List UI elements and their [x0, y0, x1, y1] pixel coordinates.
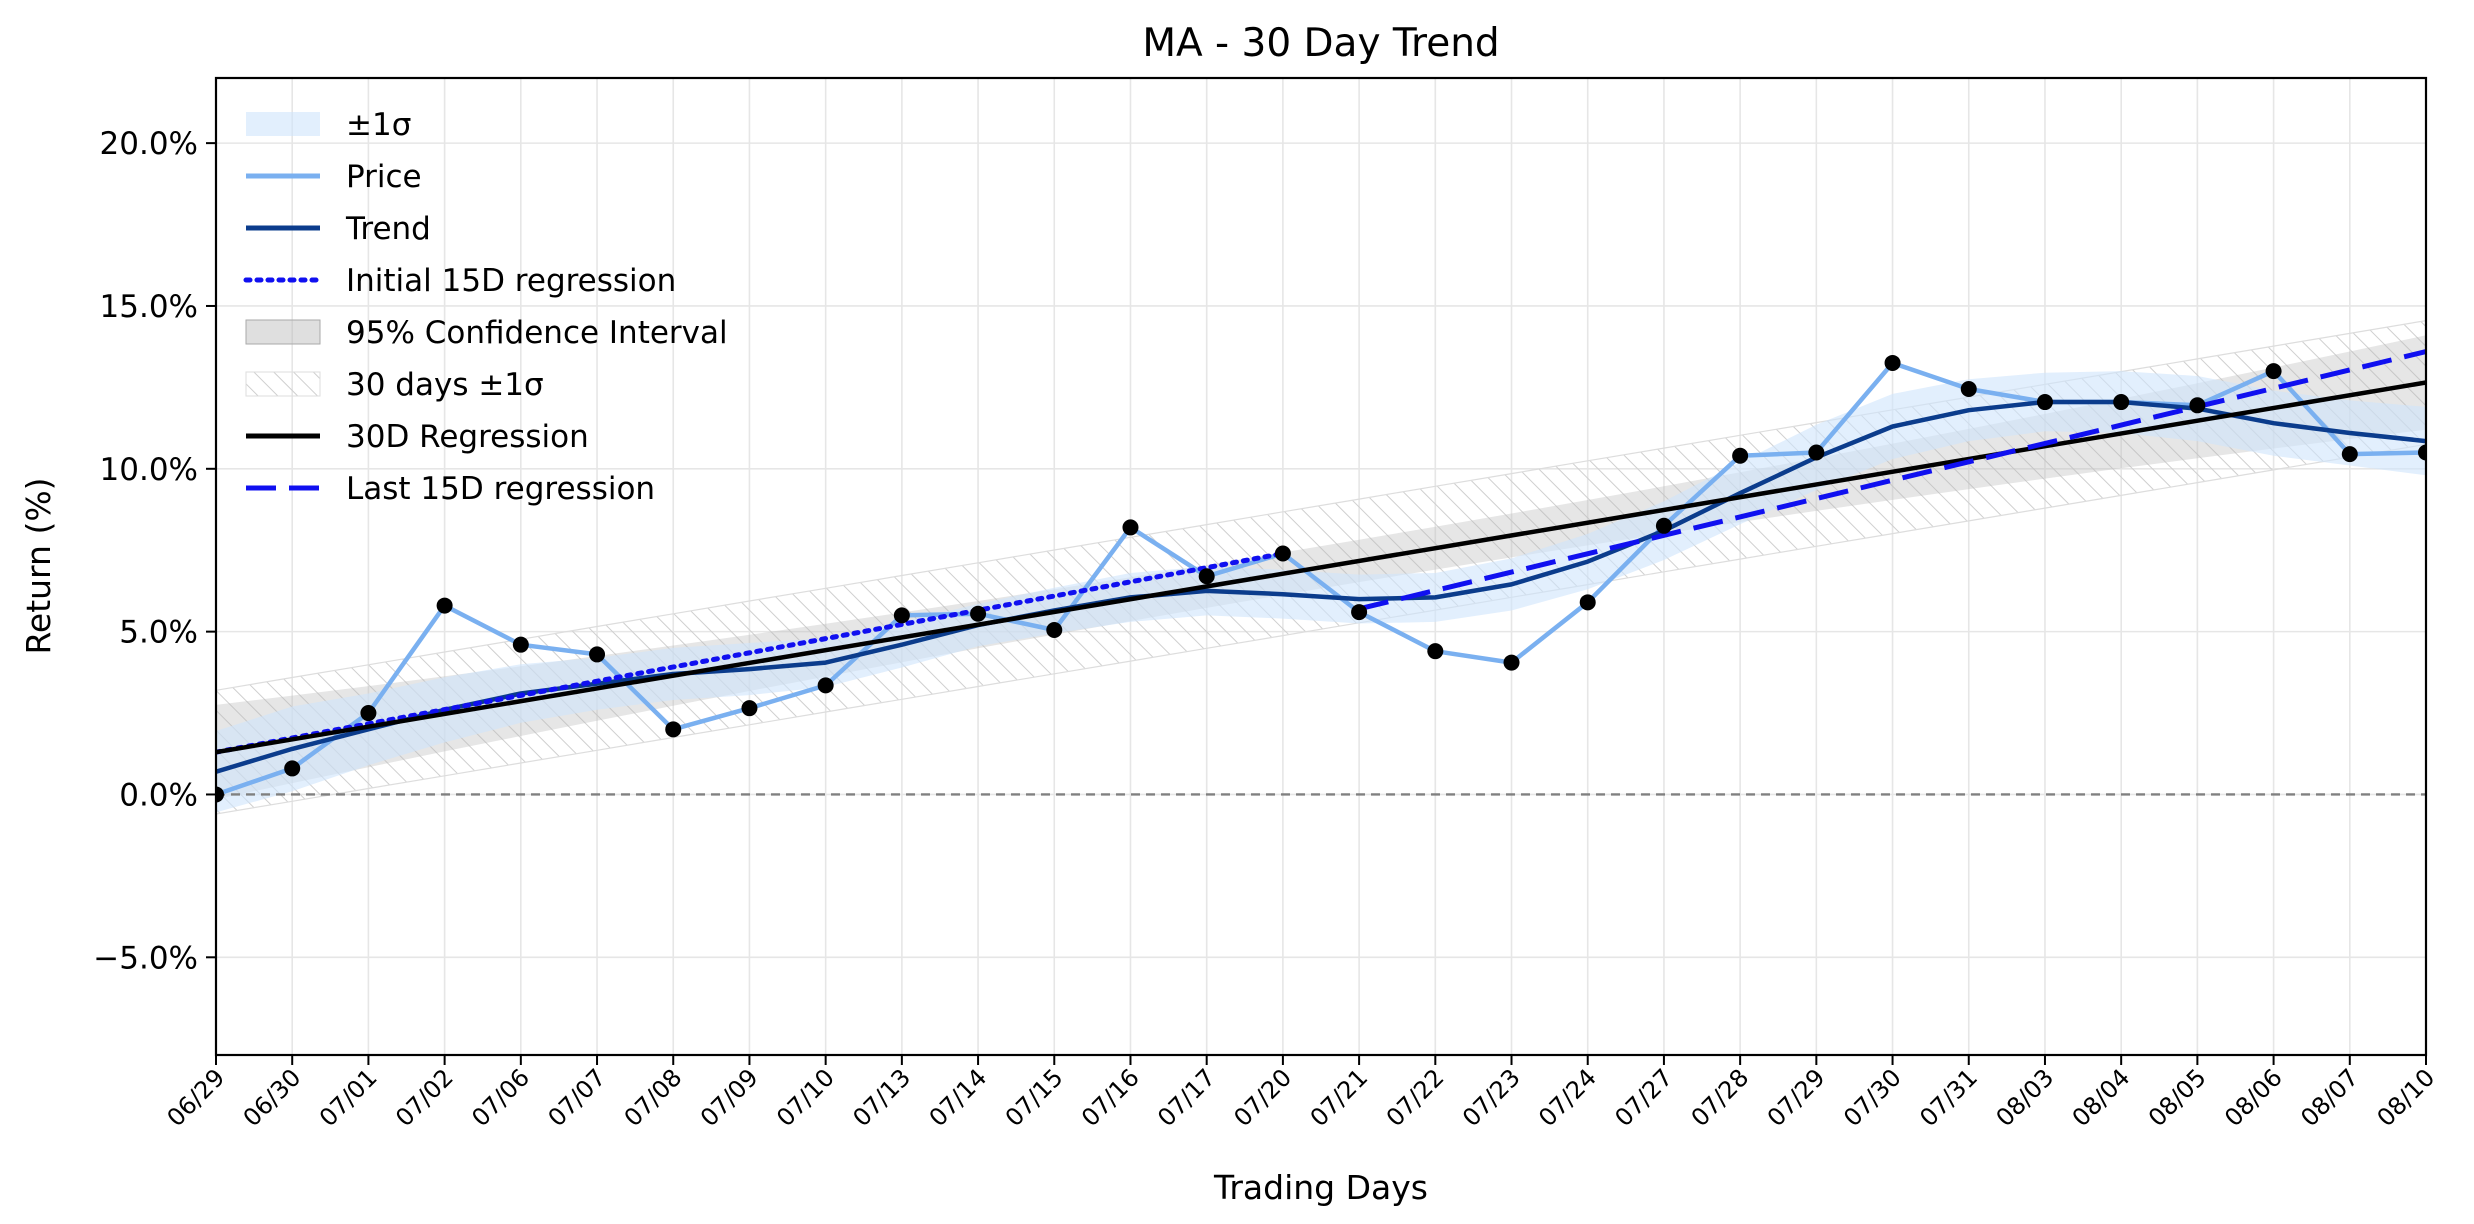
- x-tick-label: 08/04: [2067, 1063, 2136, 1132]
- x-tick-label: 07/21: [1305, 1063, 1374, 1132]
- price-point: [1808, 444, 1825, 461]
- price-point: [2265, 363, 2282, 380]
- price-point: [1351, 604, 1368, 621]
- price-point: [970, 605, 987, 622]
- legend-label: Initial 15D regression: [346, 263, 676, 299]
- price-point: [1884, 354, 1901, 371]
- price-point: [1122, 519, 1139, 536]
- x-tick-label: 07/01: [314, 1063, 383, 1132]
- price-point: [216, 786, 224, 803]
- chart-title: MA - 30 Day Trend: [1142, 21, 1499, 66]
- legend-swatch-band30: [245, 371, 321, 397]
- x-tick-label: 07/28: [1686, 1063, 1755, 1132]
- x-tick-label: 08/03: [1991, 1063, 2060, 1132]
- legend-label: Price: [346, 159, 422, 195]
- x-tick-label: 07/15: [1000, 1063, 1069, 1132]
- sigma-band: [216, 371, 2426, 813]
- price-point: [1960, 381, 1977, 398]
- x-tick-label: 08/07: [2295, 1063, 2364, 1132]
- x-tick-label: 07/14: [924, 1063, 993, 1132]
- legend-swatch-ci: [245, 319, 321, 345]
- legend-label: Last 15D regression: [346, 471, 655, 507]
- plot-frame: [214, 76, 2428, 1057]
- price-point: [1732, 447, 1749, 464]
- x-tick-label: 07/02: [390, 1063, 459, 1132]
- price-point: [360, 705, 377, 722]
- y-axis-label: Return (%): [19, 477, 58, 654]
- price-point: [2189, 397, 2206, 414]
- legend-label: 95% Confidence Interval: [346, 315, 728, 351]
- x-tick-label: 07/23: [1457, 1063, 1526, 1132]
- price-point: [741, 700, 758, 717]
- x-tick-label: 07/31: [1914, 1063, 1983, 1132]
- x-tick-label: 07/16: [1076, 1063, 1145, 1132]
- x-tick-label: 07/07: [543, 1063, 612, 1132]
- x-tick-label: 07/06: [466, 1063, 535, 1132]
- x-tick-label: 07/13: [847, 1063, 916, 1132]
- x-tick-label: 08/10: [2372, 1063, 2441, 1132]
- y-tick-label: 10.0%: [100, 452, 198, 488]
- x-tick-label: 06/30: [238, 1063, 307, 1132]
- price-point: [512, 636, 529, 653]
- y-tick-label: −5.0%: [93, 940, 198, 976]
- price-point: [1198, 568, 1215, 585]
- x-tick-label: 08/05: [2143, 1063, 2212, 1132]
- legend-label: 30D Regression: [346, 419, 589, 455]
- x-tick-label: 07/10: [771, 1063, 840, 1132]
- x-tick-label: 07/30: [1838, 1063, 1907, 1132]
- x-tick-label: 07/27: [1609, 1063, 1678, 1132]
- x-tick-label: 08/06: [2219, 1063, 2288, 1132]
- x-tick-label: 07/29: [1762, 1063, 1831, 1132]
- price-point: [817, 677, 834, 694]
- 30d-regression-line: [216, 380, 2426, 755]
- legend-label: Trend: [345, 211, 431, 247]
- y-tick-label: 5.0%: [119, 615, 198, 651]
- plot-area: [216, 319, 2426, 815]
- price-point: [284, 760, 301, 777]
- x-tick-label: 07/24: [1533, 1063, 1602, 1132]
- price-point: [1274, 545, 1291, 562]
- y-tick-label: 20.0%: [100, 126, 198, 162]
- price-point: [2036, 394, 2053, 411]
- x-axis-label: Trading Days: [1213, 1168, 1428, 1207]
- price-point: [893, 607, 910, 624]
- x-tick-label: 07/22: [1381, 1063, 1450, 1132]
- legend-label: ±1σ: [346, 107, 411, 143]
- last-15d-regression-line: [1358, 349, 2426, 612]
- price-point: [1579, 594, 1596, 611]
- x-tick-label: 07/08: [619, 1063, 688, 1132]
- price-point: [1427, 643, 1444, 660]
- x-tick-label: 07/09: [695, 1063, 764, 1132]
- initial-15d-regression-line: [216, 550, 1286, 755]
- x-tick-label: 07/20: [1228, 1063, 1297, 1132]
- x-tick-label: 07/17: [1152, 1063, 1221, 1132]
- y-tick-label: 15.0%: [100, 289, 198, 325]
- price-point: [665, 721, 682, 738]
- y-tick-label: 0.0%: [119, 777, 198, 813]
- legend-label: 30 days ±1σ: [346, 367, 544, 403]
- price-point: [1046, 622, 1063, 639]
- price-point: [589, 646, 606, 663]
- price-point: [1655, 517, 1672, 534]
- price-point: [1503, 654, 1520, 671]
- price-point: [2341, 446, 2358, 463]
- price-point: [436, 597, 453, 614]
- price-point: [2418, 444, 2426, 461]
- legend-swatch-sigma: [246, 112, 320, 136]
- price-point: [2113, 394, 2130, 411]
- legend: ±1σ Price Trend Initial 15D regression 95% C…: [243, 107, 728, 507]
- x-tick-label: 06/29: [162, 1063, 231, 1132]
